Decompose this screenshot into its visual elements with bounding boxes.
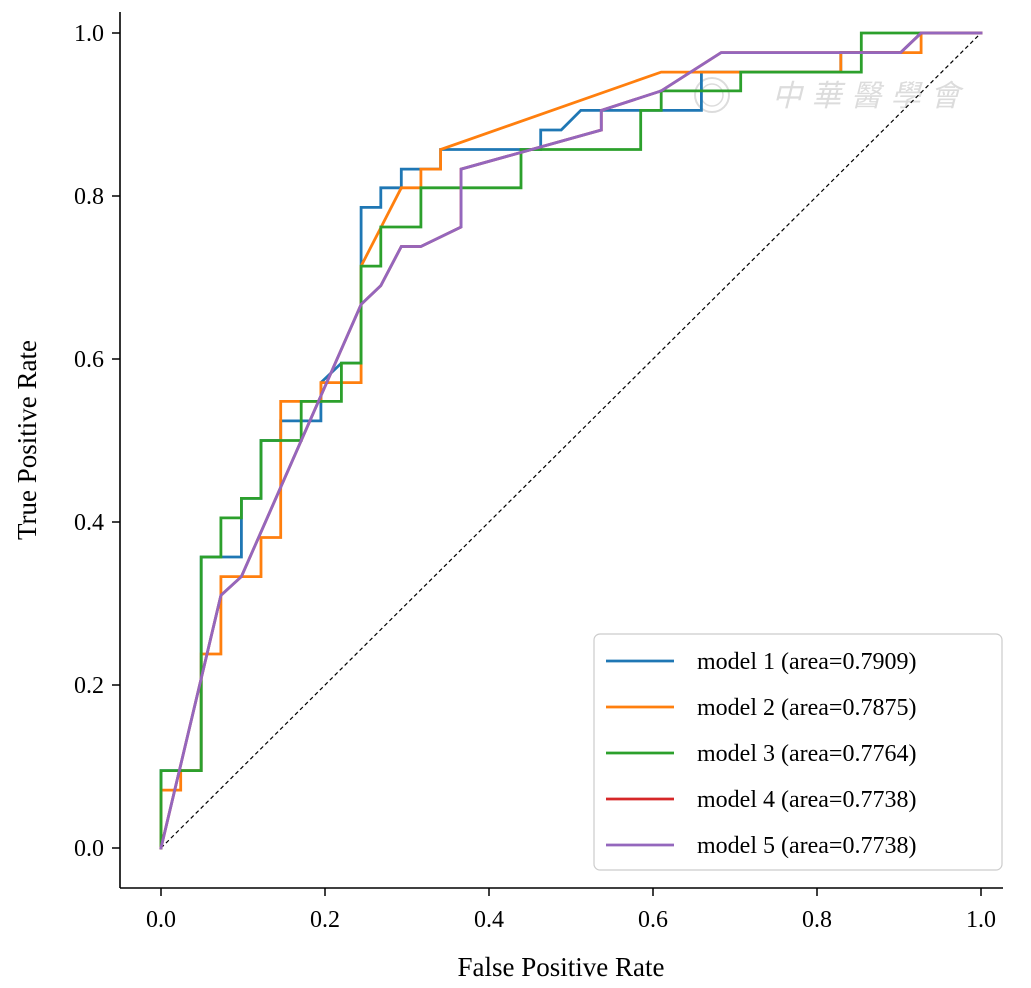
y-tick-label: 0.6 [74, 347, 104, 373]
y-tick-label: 1.0 [74, 21, 104, 47]
x-tick-label: 1.0 [966, 907, 996, 933]
legend-label-model-3: model 3 (area=0.7764) [697, 741, 916, 767]
y-ticks: 0.0 0.2 0.4 0.6 0.8 1.0 [74, 21, 120, 862]
legend-label-model-4: model 4 (area=0.7738) [697, 787, 916, 813]
x-tick-label: 0.4 [474, 907, 504, 933]
x-tick-label: 0.2 [310, 907, 340, 933]
x-tick-label: 0.6 [638, 907, 668, 933]
legend-label-model-2: model 2 (area=0.7875) [697, 695, 916, 721]
y-axis-label: True Positive Rate [12, 340, 42, 540]
x-tick-label: 0.0 [146, 907, 176, 933]
legend: model 1 (area=0.7909) model 2 (area=0.787… [593, 633, 1003, 871]
chance-diagonal-line [160, 32, 982, 849]
y-tick-label: 0.8 [74, 184, 104, 210]
legend-label-model-1: model 1 (area=0.7909) [697, 649, 916, 675]
legend-label-model-5: model 5 (area=0.7738) [697, 833, 916, 859]
watermark-logo: 中 華 醫 學 會 [694, 77, 964, 114]
legend-frame [593, 633, 1003, 871]
roc-curve-model-5 [159, 31, 983, 850]
y-tick-label: 0.2 [74, 673, 104, 699]
svg-text:中 華 醫 學 會: 中 華 醫 學 會 [772, 79, 964, 114]
y-tick-label: 0.0 [74, 836, 104, 862]
x-tick-label: 0.8 [802, 907, 832, 933]
y-tick-label: 0.4 [74, 510, 104, 536]
x-ticks: 0.0 0.2 0.4 0.6 0.8 1.0 [146, 888, 996, 933]
x-axis-label: False Positive Rate [458, 952, 665, 982]
series-layer [159, 31, 983, 850]
